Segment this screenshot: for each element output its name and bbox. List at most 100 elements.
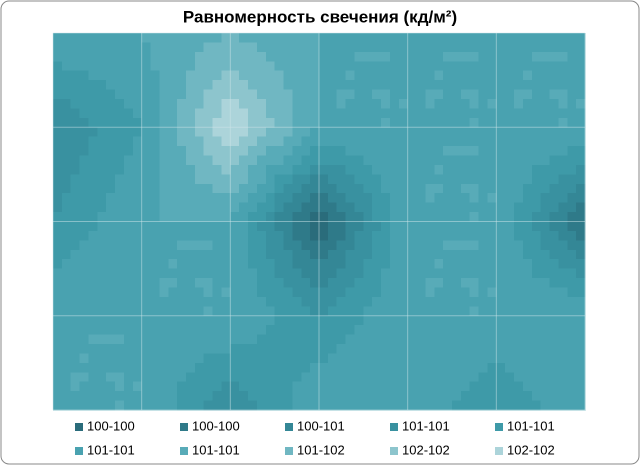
surface-cell	[194, 400, 205, 411]
surface-cell	[416, 353, 426, 364]
surface-cell	[336, 183, 347, 194]
surface-cell	[221, 259, 231, 270]
legend-label: 100-101	[297, 418, 345, 433]
surface-cell	[115, 334, 125, 345]
surface-cell	[469, 306, 480, 317]
surface-cell	[283, 42, 293, 53]
surface-cell	[239, 362, 249, 373]
surface-cell	[460, 202, 471, 213]
surface-cell	[345, 98, 356, 109]
surface-cell	[567, 117, 577, 128]
surface-cell	[256, 98, 267, 109]
surface-cell	[425, 249, 435, 260]
surface-cell	[70, 61, 81, 72]
surface-cell	[416, 146, 426, 157]
surface-cell	[558, 362, 568, 373]
surface-cell	[531, 278, 542, 289]
surface-cell	[123, 33, 134, 44]
surface-cell	[292, 296, 302, 307]
surface-cell	[301, 381, 311, 392]
surface-cell	[478, 353, 489, 364]
surface-cell	[53, 344, 63, 355]
surface-cell	[230, 240, 240, 251]
surface-cell	[514, 51, 524, 62]
surface-cell	[558, 42, 568, 53]
surface-cell	[319, 353, 329, 364]
surface-cell	[531, 400, 542, 411]
surface-cell	[345, 362, 356, 373]
surface-cell	[203, 193, 214, 204]
legend-swatch	[390, 447, 398, 455]
surface-cell	[150, 183, 160, 194]
surface-cell	[230, 108, 240, 119]
surface-cell	[469, 296, 480, 307]
surface-cell	[70, 230, 81, 241]
surface-cell	[248, 51, 258, 62]
surface-cell	[319, 61, 329, 72]
surface-cell	[372, 400, 382, 411]
surface-cell	[319, 174, 329, 185]
surface-cell	[558, 136, 568, 147]
surface-cell	[531, 33, 542, 44]
surface-cell	[345, 334, 356, 345]
surface-cell	[88, 306, 98, 317]
surface-cell	[186, 42, 196, 53]
surface-cell	[53, 127, 63, 138]
surface-cell	[203, 296, 214, 307]
surface-cell	[203, 230, 214, 241]
surface-cell	[336, 212, 347, 223]
surface-cell	[336, 155, 347, 166]
surface-cell	[97, 117, 107, 128]
surface-cell	[177, 61, 187, 72]
surface-cell	[53, 230, 63, 241]
surface-cell	[345, 287, 356, 298]
surface-cell	[123, 296, 134, 307]
surface-cell	[514, 164, 524, 175]
surface-cell	[478, 33, 489, 44]
surface-cell	[115, 287, 125, 298]
surface-cell	[514, 98, 524, 109]
surface-cell	[168, 70, 178, 81]
surface-cell	[239, 344, 249, 355]
surface-cell	[531, 334, 542, 345]
surface-cell	[248, 202, 258, 213]
surface-cell	[416, 315, 426, 326]
surface-cell	[363, 202, 373, 213]
surface-cell	[97, 70, 107, 81]
surface-cell	[434, 362, 444, 373]
surface-cell	[416, 183, 426, 194]
surface-cell	[354, 98, 364, 109]
surface-cell	[265, 287, 276, 298]
surface-cell	[230, 183, 240, 194]
surface-cell	[336, 344, 347, 355]
surface-cell	[97, 278, 107, 289]
surface-cell	[150, 249, 160, 260]
surface-cell	[150, 108, 160, 119]
surface-cell	[381, 240, 391, 251]
surface-cell	[398, 362, 409, 373]
surface-cell	[79, 127, 90, 138]
surface-cell	[79, 259, 90, 270]
surface-cell	[336, 362, 347, 373]
surface-cell	[274, 183, 285, 194]
surface-cell	[460, 51, 471, 62]
surface-cell	[576, 230, 586, 241]
surface-cell	[345, 306, 356, 317]
surface-cell	[496, 400, 506, 411]
surface-cell	[567, 89, 577, 100]
surface-cell	[354, 221, 364, 232]
surface-cell	[203, 325, 214, 336]
surface-cell	[230, 268, 240, 279]
surface-cell	[505, 230, 515, 241]
surface-cell	[159, 174, 169, 185]
surface-cell	[434, 391, 444, 402]
surface-cell	[265, 183, 276, 194]
surface-cell	[123, 306, 134, 317]
surface-cell	[310, 146, 320, 157]
surface-cell	[177, 315, 187, 326]
surface-cell	[301, 212, 311, 223]
surface-cell	[274, 372, 285, 383]
surface-cell	[53, 362, 63, 373]
surface-cell	[372, 334, 382, 345]
surface-cell	[79, 42, 90, 53]
